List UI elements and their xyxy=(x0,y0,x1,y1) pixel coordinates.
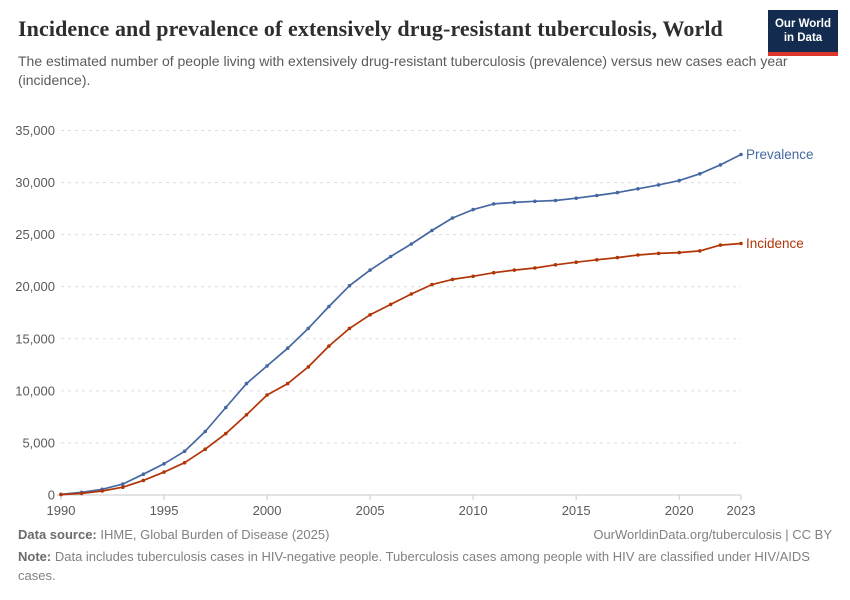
svg-text:0: 0 xyxy=(48,488,55,503)
svg-text:15,000: 15,000 xyxy=(15,331,55,346)
credit-link: OurWorldinData.org/tuberculosis | CC BY xyxy=(593,527,832,543)
svg-text:2020: 2020 xyxy=(665,503,694,518)
owid-logo-line2: in Data xyxy=(783,32,823,45)
data-source: Data source: IHME, Global Burden of Dise… xyxy=(18,526,329,545)
chart-note: Note: Data includes tuberculosis cases i… xyxy=(18,548,814,586)
svg-text:2015: 2015 xyxy=(562,503,591,518)
svg-text:5,000: 5,000 xyxy=(22,435,55,450)
svg-text:35,000: 35,000 xyxy=(15,123,55,138)
chart-footer: Data source: IHME, Global Burden of Dise… xyxy=(0,520,850,600)
series-label-prevalence: Prevalence xyxy=(746,147,814,162)
svg-text:1990: 1990 xyxy=(47,503,76,518)
svg-text:2023: 2023 xyxy=(727,503,756,518)
owid-logo: Our World in Data xyxy=(768,10,838,56)
line-chart: 0 5,000 10,000 15,000 20,000 25,000 30,000 35,0… xyxy=(0,115,850,530)
line-chart-svg: 0 5,000 10,000 15,000 20,000 25,000 30,000 35,0… xyxy=(15,123,814,518)
note-value: Data includes tuberculosis cases in HIV-… xyxy=(18,549,810,584)
note-label: Note: xyxy=(18,549,52,565)
chart-subtitle: The estimated number of people living wi… xyxy=(18,52,788,89)
series-label-incidence: Incidence xyxy=(746,236,804,251)
svg-text:2005: 2005 xyxy=(356,503,385,518)
owid-logo-line1: Our World xyxy=(774,18,831,30)
data-source-label: Data source: xyxy=(18,527,97,543)
chart-title: Incidence and prevalence of extensively … xyxy=(18,16,723,41)
svg-text:10,000: 10,000 xyxy=(15,383,55,398)
svg-text:20,000: 20,000 xyxy=(15,279,55,294)
data-source-value: IHME, Global Burden of Disease (2025) xyxy=(100,527,330,543)
svg-text:30,000: 30,000 xyxy=(15,175,55,190)
svg-text:2000: 2000 xyxy=(253,503,282,518)
svg-text:1995: 1995 xyxy=(150,503,179,518)
chart-header: Our World in Data Incidence and prevalen… xyxy=(0,0,850,91)
svg-text:2010: 2010 xyxy=(459,503,488,518)
svg-text:25,000: 25,000 xyxy=(15,227,55,242)
